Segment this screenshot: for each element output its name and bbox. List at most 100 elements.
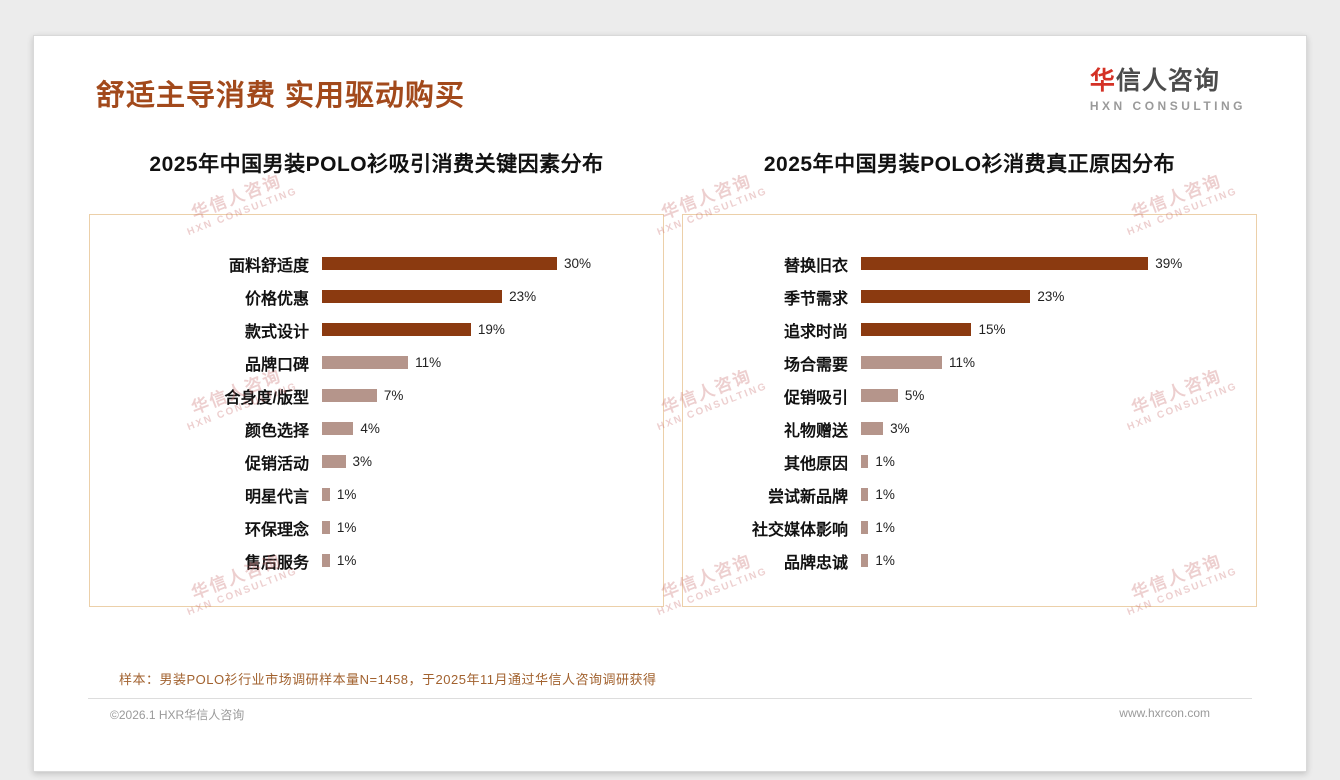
brand-name-rest: 信人咨询	[1115, 67, 1220, 95]
bar-label: 尝试新品牌	[767, 488, 848, 506]
bar-row: 尝试新品牌 1%	[683, 478, 1244, 511]
brand-logo: 华信人咨询 HXN CONSULTING	[1089, 67, 1246, 113]
bar-row: 其他原因 1%	[683, 445, 1244, 478]
bar-track: 23%	[322, 289, 651, 304]
bar-value: 4%	[360, 421, 380, 436]
bar-label: 社交媒体影响	[751, 521, 848, 539]
brand-name: 华信人咨询	[1090, 67, 1246, 96]
bar-track: 19%	[322, 322, 651, 337]
bar-value: 1%	[336, 487, 357, 502]
bar-track: 4%	[322, 421, 651, 436]
bar-row: 明星代言 1%	[90, 478, 651, 511]
bar-value: 23%	[1037, 289, 1065, 304]
bar-chart-right: 替换旧衣 39% 季节需求 23% 追求时尚 15% 场合需要 11% 促销吸引 5% 礼物赠送 3%…	[682, 214, 1257, 607]
bar-row: 品牌忠诚 1%	[683, 544, 1244, 577]
bar-value: 11%	[949, 355, 976, 370]
bar-row: 颜色选择 4%	[90, 412, 651, 445]
bar-track: 1%	[322, 487, 651, 502]
bar-value: 1%	[336, 553, 357, 568]
bar-label: 环保理念	[244, 521, 309, 539]
bar-value: 23%	[509, 289, 537, 304]
bar-value: 19%	[477, 322, 505, 337]
bar-label: 售后服务	[244, 554, 309, 572]
bar-value: 5%	[904, 388, 925, 403]
bar-value: 39%	[1155, 256, 1183, 271]
bar-value: 1%	[336, 520, 357, 535]
bar	[322, 356, 409, 369]
bar-label: 其他原因	[783, 455, 848, 473]
bar-row: 场合需要 11%	[683, 346, 1244, 379]
bar	[861, 455, 869, 468]
bar-row: 品牌口碑 11%	[90, 346, 651, 379]
bar-track: 1%	[322, 553, 651, 568]
bar	[322, 290, 503, 303]
bar-track: 1%	[861, 553, 1244, 568]
bar-track: 3%	[322, 454, 651, 469]
bar-value: 1%	[875, 520, 895, 535]
bar-value: 1%	[875, 454, 895, 469]
bar	[322, 257, 557, 270]
bar	[861, 389, 898, 402]
bar-row: 面料舒适度 30%	[90, 247, 651, 280]
bar-label: 追求时尚	[783, 323, 848, 341]
chart-title-left: 2025年中国男装POLO衫吸引消费关键因素分布	[149, 153, 604, 176]
bar-label: 场合需要	[783, 356, 848, 374]
bar	[861, 488, 869, 501]
sample-footnote: 样本：男装POLO衫行业市场调研样本量N=1458，于2025年11月通过华信人…	[119, 672, 657, 687]
bar-row: 促销吸引 5%	[683, 379, 1244, 412]
bar-track: 3%	[861, 421, 1244, 436]
footer-divider	[88, 698, 1252, 699]
bar-track: 1%	[861, 520, 1244, 535]
bar-track: 30%	[322, 256, 651, 271]
bar-track: 23%	[861, 289, 1244, 304]
chart-section-left: 2025年中国男装POLO衫吸引消费关键因素分布 面料舒适度 30% 价格优惠 23%…	[89, 148, 664, 607]
bar	[861, 323, 972, 336]
bar-track: 15%	[861, 322, 1244, 337]
bar	[861, 257, 1149, 270]
bar	[861, 554, 869, 567]
bar-row: 促销活动 3%	[90, 445, 651, 478]
chart-title-right: 2025年中国男装POLO衫消费真正原因分布	[763, 153, 1176, 176]
copyright-text: ©2026.1 HXR华信人咨询	[110, 708, 245, 722]
bar-row: 售后服务 1%	[90, 544, 651, 577]
bar-value: 7%	[383, 388, 404, 403]
bar	[322, 323, 471, 336]
bar-label: 款式设计	[244, 323, 309, 341]
footer: ©2026.1 HXR华信人咨询 www.hxrcon.com	[34, 699, 1306, 723]
bar-row: 追求时尚 15%	[683, 313, 1244, 346]
charts-area: 2025年中国男装POLO衫吸引消费关键因素分布 面料舒适度 30% 价格优惠 23%…	[34, 114, 1306, 607]
website-url: www.hxrcon.com	[1119, 706, 1210, 720]
brand-subtitle: HXN CONSULTING	[1089, 98, 1246, 113]
bar-label: 品牌口碑	[244, 356, 309, 374]
bar-label: 品牌忠诚	[783, 554, 848, 572]
bar-label: 促销吸引	[783, 389, 848, 407]
bar	[322, 455, 346, 468]
bar-label: 颜色选择	[244, 422, 309, 440]
bar-label: 价格优惠	[244, 290, 309, 308]
bar	[861, 422, 884, 435]
bar-value: 30%	[564, 256, 592, 271]
bar-label: 替换旧衣	[783, 257, 848, 275]
bar-track: 7%	[322, 388, 651, 403]
bar	[322, 422, 354, 435]
bar-row: 环保理念 1%	[90, 511, 651, 544]
bar-track: 39%	[861, 256, 1244, 271]
bar-track: 11%	[861, 355, 1244, 370]
bar-value: 1%	[875, 487, 895, 502]
bar-row: 合身度/版型 7%	[90, 379, 651, 412]
bar-value: 15%	[978, 322, 1006, 337]
header: 舒适主导消费 实用驱动购买 华信人咨询 HXN CONSULTING	[34, 36, 1306, 114]
bar-value: 3%	[890, 421, 910, 436]
chart-section-right: 2025年中国男装POLO衫消费真正原因分布 替换旧衣 39% 季节需求 23% 追求时…	[682, 148, 1257, 607]
slide-card: 华信人咨询 HXN CONSULTING 华信人咨询 HXN CONSULTING …	[33, 35, 1307, 772]
bar-label: 促销活动	[244, 455, 309, 473]
bar-track: 11%	[322, 355, 651, 370]
bar-chart-left: 面料舒适度 30% 价格优惠 23% 款式设计 19% 品牌口碑 11% 合身度/版型 7% 颜色选…	[89, 214, 664, 607]
bar-row: 礼物赠送 3%	[683, 412, 1244, 445]
bar	[322, 521, 330, 534]
bar	[861, 290, 1031, 303]
bar	[322, 554, 330, 567]
bar-track: 1%	[861, 454, 1244, 469]
bar-label: 合身度/版型	[224, 389, 309, 407]
bar	[322, 389, 377, 402]
